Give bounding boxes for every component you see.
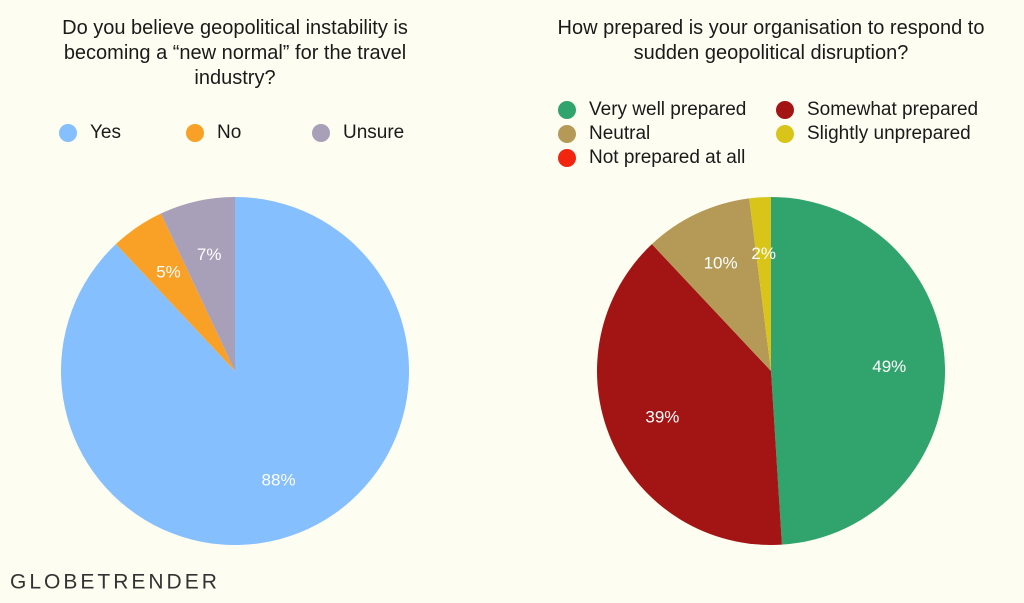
data-label: 10% <box>704 253 738 272</box>
pie-slice <box>160 197 235 371</box>
data-label: 7% <box>197 245 222 264</box>
legend-label: No <box>217 122 241 143</box>
pie-slice <box>771 197 946 545</box>
legend-marker <box>558 125 576 143</box>
legend-label: Not prepared at all <box>589 147 745 168</box>
legend-label: Neutral <box>589 123 650 144</box>
brand: GLOBETRENDER <box>10 571 220 594</box>
pie-slice <box>597 244 782 545</box>
legend-label: Very well prepared <box>589 99 746 120</box>
data-label: 39% <box>645 407 679 426</box>
data-label: 49% <box>872 357 906 376</box>
chart-title: Do you believe geopolitical instability … <box>62 17 408 89</box>
legend-label: Yes <box>90 122 121 143</box>
data-label: 5% <box>156 263 181 282</box>
chart-title: How prepared is your organisation to res… <box>557 17 985 64</box>
pie-slice <box>115 213 235 371</box>
legend-marker <box>558 101 576 119</box>
legend-label: Unsure <box>343 122 404 143</box>
pie-slice <box>749 197 771 371</box>
legend-marker <box>312 124 330 142</box>
legend-label: Somewhat prepared <box>807 99 978 120</box>
legend-marker <box>776 101 794 119</box>
data-label: 2% <box>751 244 776 263</box>
legend-marker <box>59 124 77 142</box>
data-label: 88% <box>262 470 296 489</box>
pie-slice <box>651 198 771 371</box>
legend-marker <box>558 149 576 167</box>
legend-label: Slightly unprepared <box>807 123 971 144</box>
legend-marker <box>186 124 204 142</box>
legend-marker <box>776 125 794 143</box>
